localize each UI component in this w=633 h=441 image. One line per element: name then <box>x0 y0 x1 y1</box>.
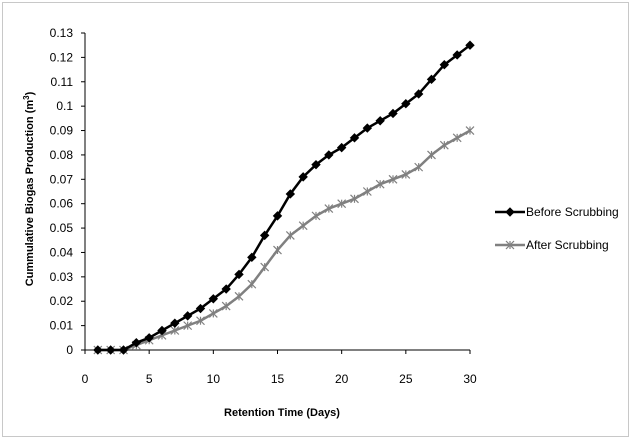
y-tick-label: 0.08 <box>50 148 74 162</box>
data-point-after-scrubbing <box>388 174 398 184</box>
data-point-after-scrubbing <box>285 230 295 240</box>
data-point-before-scrubbing <box>182 311 193 321</box>
data-point-before-scrubbing <box>144 333 154 343</box>
data-point-after-scrubbing <box>273 245 282 255</box>
y-tick-label: 0 <box>66 343 73 357</box>
data-point-before-scrubbing <box>105 345 116 355</box>
y-tick-label: 0.01 <box>50 319 74 333</box>
x-tick-label: 25 <box>399 372 413 386</box>
legend-item-after-scrubbing: After Scrubbing <box>495 238 609 252</box>
data-point-after-scrubbing <box>183 321 193 331</box>
chart-legend: Before Scrubbing After Scrubbing <box>495 205 619 252</box>
data-point-before-scrubbing <box>362 123 373 133</box>
data-point-after-scrubbing <box>439 140 449 150</box>
data-point-after-scrubbing <box>337 199 347 209</box>
data-point-before-scrubbing <box>118 345 129 355</box>
x-tick-label: 10 <box>207 372 221 386</box>
data-point-before-scrubbing <box>234 269 244 280</box>
data-point-after-scrubbing <box>221 301 231 311</box>
series-after-scrubbing <box>93 126 475 355</box>
data-point-before-scrubbing <box>247 252 257 263</box>
x-tick-label: 0 <box>82 372 89 386</box>
y-axis-title-superscript: 3 <box>22 95 31 100</box>
data-point-before-scrubbing <box>375 116 385 126</box>
data-point-after-scrubbing <box>350 194 359 204</box>
y-tick-label: 0.02 <box>50 294 74 308</box>
data-point-after-scrubbing <box>427 150 436 160</box>
data-point-before-scrubbing <box>413 89 424 99</box>
series-before-scrubbing <box>93 40 475 355</box>
data-point-after-scrubbing <box>324 204 334 213</box>
data-point-before-scrubbing <box>426 74 437 85</box>
data-point-after-scrubbing <box>401 170 411 179</box>
data-point-after-scrubbing <box>247 279 257 289</box>
y-tick-label: 0.03 <box>50 270 74 284</box>
data-point-after-scrubbing <box>465 126 475 135</box>
y-tick-labels: 0 0.01 0.02 0.03 0.04 0.05 0.06 0.07 0.08 0.09 0.1… <box>50 26 74 357</box>
y-axis-title: Cummulative Biogas Production (m3) <box>22 91 36 286</box>
data-point-before-scrubbing <box>208 294 219 304</box>
data-point-before-scrubbing <box>221 284 231 294</box>
data-point-before-scrubbing <box>93 345 103 355</box>
y-tick-label: 0.1 <box>56 99 73 113</box>
legend-label-after-scrubbing: After Scrubbing <box>526 238 609 252</box>
y-tick-label: 0.11 <box>51 75 74 89</box>
y-tick-label: 0.05 <box>50 221 74 235</box>
data-point-before-scrubbing <box>388 108 398 119</box>
y-tick-label: 0.12 <box>50 50 74 64</box>
y-tick-label: 0.06 <box>50 197 74 211</box>
data-point-before-scrubbing <box>452 50 462 60</box>
data-point-before-scrubbing <box>259 230 270 241</box>
y-tick-label: 0.09 <box>50 124 74 138</box>
data-point-before-scrubbing <box>195 303 206 314</box>
data-point-before-scrubbing <box>465 40 475 50</box>
data-point-before-scrubbing <box>131 337 142 348</box>
data-point-before-scrubbing <box>439 59 450 70</box>
x-tick-labels: 0 5 10 15 20 25 30 <box>82 372 477 386</box>
x-tick-label: 5 <box>146 372 153 386</box>
series-line-after-scrubbing <box>97 129 471 352</box>
data-point-before-scrubbing <box>324 150 334 160</box>
y-tick-label: 0.04 <box>50 245 74 259</box>
data-point-before-scrubbing <box>170 318 180 328</box>
data-point-after-scrubbing <box>260 262 270 272</box>
data-point-after-scrubbing <box>375 179 385 189</box>
y-tick-label: 0.13 <box>50 26 74 40</box>
data-point-before-scrubbing <box>311 159 321 170</box>
data-point-before-scrubbing <box>298 172 308 182</box>
data-point-before-scrubbing <box>336 142 347 153</box>
legend-marker-after-scrubbing <box>505 240 515 250</box>
data-point-after-scrubbing <box>311 211 321 221</box>
y-axis-title-main: Cummulative Biogas Production (m <box>24 100 36 287</box>
legend-marker-before-scrubbing <box>505 207 515 217</box>
x-tick-label: 15 <box>271 372 285 386</box>
series-line-before-scrubbing <box>97 44 471 352</box>
data-point-after-scrubbing <box>234 291 244 301</box>
data-point-before-scrubbing <box>272 211 283 221</box>
data-point-after-scrubbing <box>452 133 462 143</box>
data-point-before-scrubbing <box>349 133 360 143</box>
chart-series <box>93 40 475 355</box>
data-point-after-scrubbing <box>208 308 218 318</box>
y-tick-label: 0.07 <box>50 172 74 186</box>
data-point-after-scrubbing <box>414 162 424 172</box>
data-point-before-scrubbing <box>157 325 167 336</box>
y-axis-title-suffix: ) <box>24 91 36 95</box>
legend-label-before-scrubbing: Before Scrubbing <box>526 205 619 219</box>
chart-axes <box>81 32 471 354</box>
data-point-before-scrubbing <box>285 189 296 199</box>
data-point-after-scrubbing <box>362 187 372 196</box>
data-point-after-scrubbing <box>298 221 308 231</box>
legend-item-before-scrubbing: Before Scrubbing <box>495 205 619 219</box>
x-tick-label: 30 <box>463 372 477 386</box>
x-tick-label: 20 <box>335 372 349 386</box>
x-axis-title: Retention Time (Days) <box>224 407 340 419</box>
data-point-before-scrubbing <box>401 99 411 109</box>
data-point-after-scrubbing <box>196 316 205 326</box>
